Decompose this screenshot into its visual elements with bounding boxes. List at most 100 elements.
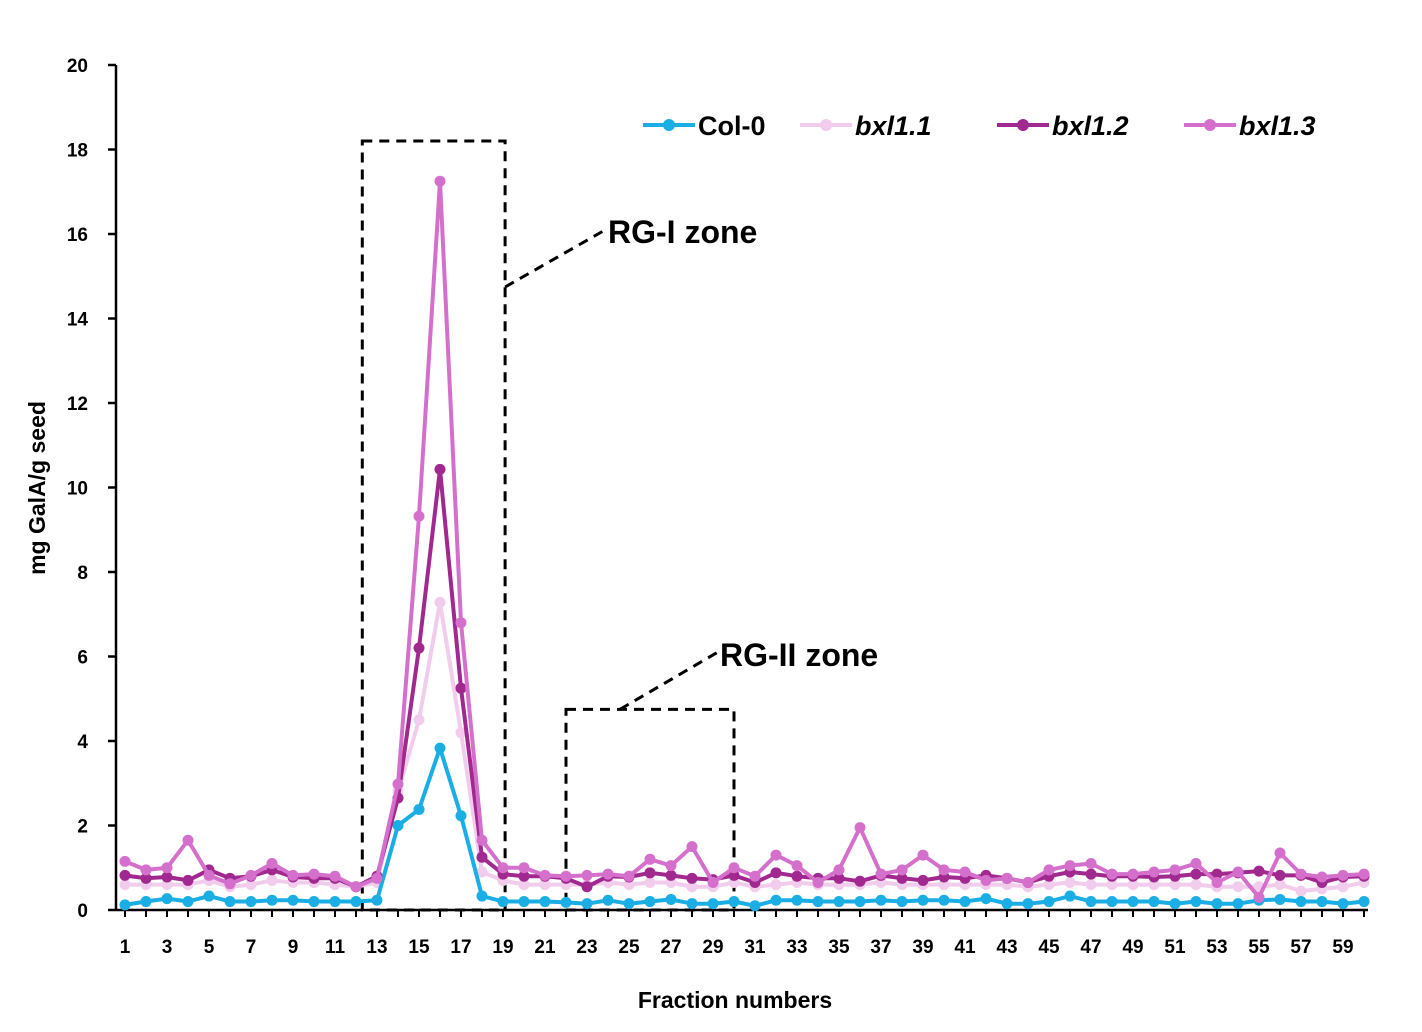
data-point (518, 870, 530, 882)
data-point (329, 870, 341, 882)
data-point (1022, 877, 1034, 889)
series-bxl1-3 (119, 175, 1370, 903)
data-point (1211, 877, 1223, 889)
data-point (1232, 881, 1244, 893)
data-point (539, 896, 551, 908)
data-point (1127, 896, 1139, 908)
data-point (980, 893, 992, 905)
data-point (644, 896, 656, 908)
data-point (1085, 896, 1097, 908)
legend: Col-0 bxl1.1 bxl1.2 bxl1.3 (643, 111, 1316, 141)
data-point (119, 879, 131, 891)
data-point (938, 894, 950, 906)
data-point (1190, 868, 1202, 880)
y-tick-label: 16 (67, 225, 88, 246)
data-point (938, 879, 950, 891)
legend-swatch-marker (1204, 119, 1216, 131)
data-point (749, 900, 761, 912)
data-point (665, 869, 677, 881)
data-point (791, 860, 803, 872)
data-point (1190, 858, 1202, 870)
data-point (413, 510, 425, 522)
legend-label: bxl1.2 (1052, 111, 1129, 141)
y-tick-label: 10 (67, 479, 88, 500)
data-point (707, 898, 719, 910)
data-point (812, 896, 824, 908)
data-point (644, 853, 656, 865)
data-point (140, 872, 152, 884)
data-point (560, 870, 572, 882)
x-tick-label: 51 (1164, 937, 1186, 958)
x-tick-label: 9 (288, 937, 299, 958)
data-point (1001, 898, 1013, 910)
rg1-zone-label: RG-I zone (608, 214, 757, 250)
data-point (161, 871, 173, 883)
rg1-zone-leader (504, 228, 606, 289)
data-point (308, 868, 320, 880)
data-point (665, 860, 677, 872)
x-tick-label: 17 (450, 937, 471, 958)
x-tick-label: 39 (912, 937, 933, 958)
data-point (140, 896, 152, 908)
data-point (476, 866, 488, 878)
data-point (707, 877, 719, 889)
data-point (1337, 869, 1349, 881)
x-tick-label: 3 (162, 937, 173, 958)
data-point (1106, 868, 1118, 880)
x-tick-label: 49 (1122, 937, 1143, 958)
data-point (182, 896, 194, 908)
data-point (140, 864, 152, 876)
data-point (854, 822, 866, 834)
data-point (749, 870, 761, 882)
y-tick-label: 12 (67, 394, 88, 415)
data-point (1274, 847, 1286, 859)
series-layer (119, 175, 1370, 912)
x-tick-label: 45 (1038, 937, 1060, 958)
data-point (161, 893, 173, 905)
data-point (1274, 893, 1286, 905)
series-line (124, 467, 1365, 889)
series-bxl1-2 (119, 463, 1370, 893)
data-point (791, 870, 803, 882)
data-point (812, 877, 824, 889)
data-point (455, 727, 467, 739)
data-point (1274, 879, 1286, 891)
legend-swatch-marker (1017, 119, 1029, 131)
x-tick-label: 13 (366, 937, 387, 958)
x-tick-label: 19 (492, 937, 513, 958)
data-point (959, 896, 971, 908)
data-point (245, 896, 257, 908)
data-point (1022, 898, 1034, 910)
data-point (119, 855, 131, 867)
legend-swatch-marker (663, 119, 675, 131)
data-point (1148, 879, 1160, 891)
data-point (413, 803, 425, 815)
x-tick-label: 31 (744, 937, 766, 958)
x-tick-label: 25 (618, 937, 640, 958)
data-point (161, 862, 173, 874)
data-point (434, 596, 446, 608)
x-tick-label: 5 (204, 937, 215, 958)
data-point (1085, 868, 1097, 880)
x-tick-label: 57 (1290, 937, 1311, 958)
data-point (1106, 896, 1118, 908)
data-point (224, 896, 236, 908)
data-point (287, 894, 299, 906)
data-point (1190, 896, 1202, 908)
data-point (518, 862, 530, 874)
data-point (917, 849, 929, 861)
rg2-zone-box (564, 707, 736, 912)
data-point (770, 849, 782, 861)
data-point (623, 870, 635, 882)
data-point (434, 175, 446, 187)
x-tick-label: 35 (828, 937, 850, 958)
data-point (581, 869, 593, 881)
data-point (476, 890, 488, 902)
data-point (1085, 858, 1097, 870)
data-point (413, 714, 425, 726)
data-point (329, 896, 341, 908)
legend-label: bxl1.1 (855, 111, 932, 141)
x-tick-label: 41 (954, 937, 976, 958)
data-point (518, 896, 530, 908)
data-point (896, 896, 908, 908)
